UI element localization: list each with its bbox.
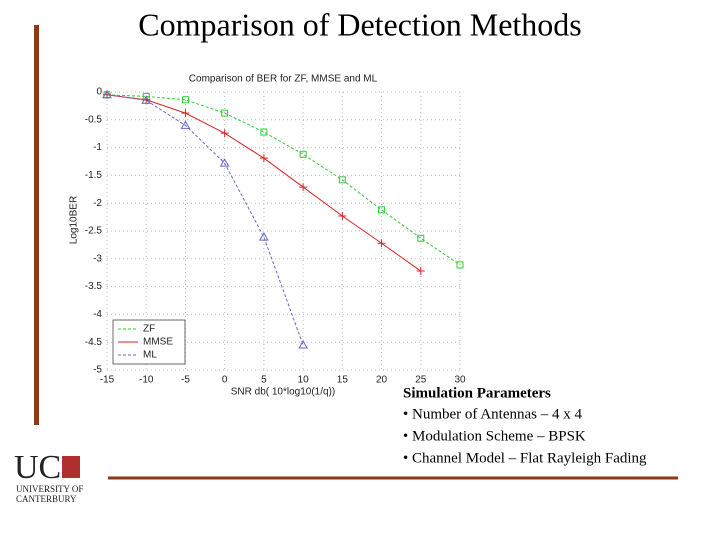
legend-label: ML xyxy=(143,350,157,361)
marker xyxy=(377,239,386,248)
series-line xyxy=(106,94,461,266)
marker xyxy=(416,267,425,276)
marker xyxy=(338,176,346,184)
marker xyxy=(417,234,425,242)
series-line xyxy=(106,94,304,346)
marker xyxy=(141,95,152,104)
params-heading: Simulation Parameters xyxy=(403,385,551,401)
y-tick-label: -1.5 xyxy=(85,170,103,181)
marker xyxy=(298,339,308,349)
y-tick-label: -2 xyxy=(93,198,102,209)
marker xyxy=(260,128,268,136)
x-tick-label: 30 xyxy=(454,375,466,386)
marker xyxy=(338,211,347,220)
logo-text: CANTERBURY xyxy=(16,494,77,504)
y-tick-label: -2.5 xyxy=(85,226,103,237)
x-tick-label: 10 xyxy=(298,375,310,386)
x-tick-label: 20 xyxy=(376,375,388,386)
marker xyxy=(219,158,230,167)
x-axis-label: SNR db( 10*log10(1/q)) xyxy=(231,387,336,398)
marker xyxy=(181,96,189,104)
y-tick-label: -3.5 xyxy=(85,281,103,292)
marker xyxy=(221,109,229,117)
logo-crest xyxy=(62,456,80,478)
marker xyxy=(259,154,268,163)
logo-mark: UC xyxy=(14,449,61,486)
legend-label: ZF xyxy=(143,324,155,335)
slide-title: Comparison of Detection Methods xyxy=(138,6,581,42)
marker xyxy=(299,150,307,158)
legend-label: MMSE xyxy=(143,337,173,348)
x-tick-label: -5 xyxy=(181,375,190,386)
x-tick-label: -10 xyxy=(139,375,154,386)
y-tick-label: -1 xyxy=(93,142,102,153)
y-axis-label: Log10BER xyxy=(69,196,80,244)
y-tick-label: -3 xyxy=(93,253,102,264)
y-tick-label: 0 xyxy=(96,87,102,98)
marker xyxy=(102,89,112,99)
x-tick-label: 25 xyxy=(415,375,427,386)
marker xyxy=(259,232,269,241)
marker xyxy=(220,129,229,138)
logo-text: UNIVERSITY OF xyxy=(16,484,83,494)
x-tick-label: 15 xyxy=(337,375,349,386)
param-item: • Channel Model – Flat Rayleigh Fading xyxy=(403,450,647,466)
chart-title: Comparison of BER for ZF, MMSE and ML xyxy=(189,74,378,85)
y-tick-label: -5 xyxy=(93,365,102,376)
marker xyxy=(378,206,386,214)
param-item: • Number of Antennas – 4 x 4 xyxy=(403,406,582,422)
marker xyxy=(456,261,464,269)
y-tick-label: -0.5 xyxy=(85,114,103,125)
y-tick-label: -4 xyxy=(93,309,102,320)
param-item: • Modulation Scheme – BPSK xyxy=(403,428,586,444)
x-tick-label: 5 xyxy=(261,375,267,386)
marker xyxy=(180,120,191,129)
y-tick-label: -4.5 xyxy=(85,337,103,348)
marker xyxy=(299,183,308,192)
marker xyxy=(181,109,190,118)
accent-bar xyxy=(34,25,39,425)
x-tick-label: -15 xyxy=(100,375,115,386)
x-tick-label: 0 xyxy=(222,375,228,386)
